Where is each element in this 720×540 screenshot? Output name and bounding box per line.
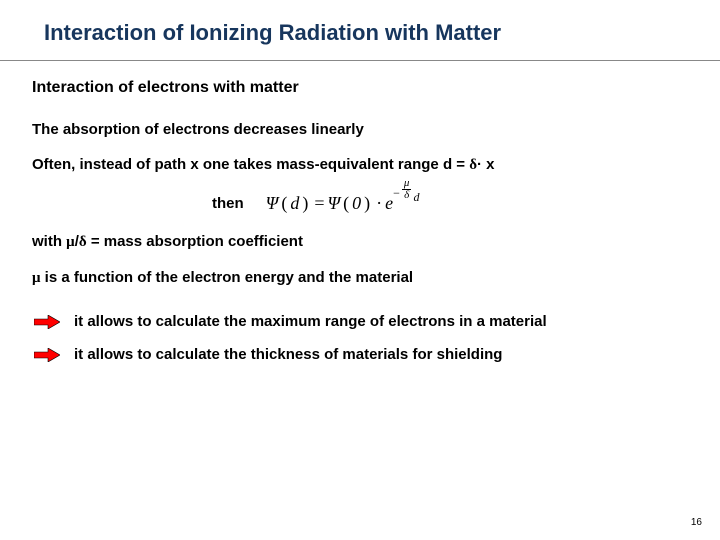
formula-psi-0: Ψ xyxy=(327,193,340,214)
formula-arg-0: 0 xyxy=(352,193,361,214)
bullet-1-text: it allows to calculate the maximum range… xyxy=(74,313,547,330)
equation-row: then Ψ(d) = Ψ(0) · e−μδd xyxy=(32,192,720,215)
line3-suffix: = mass absorption coefficient xyxy=(87,233,303,250)
line3-mu: μ xyxy=(66,234,75,250)
subheading: Interaction of electrons with matter xyxy=(32,79,720,97)
line2-suffix: · x xyxy=(477,156,495,173)
text-line-1: The absorption of electrons decreases li… xyxy=(32,121,720,138)
formula-delta: δ xyxy=(402,190,411,201)
slide-content: Interaction of electrons with matter The… xyxy=(0,61,720,363)
text-line-2: Often, instead of path x one takes mass-… xyxy=(32,156,720,174)
formula-e: e xyxy=(385,193,393,214)
bullet-2-text: it allows to calculate the thickness of … xyxy=(74,346,502,363)
slide-title: Interaction of Ionizing Radiation with M… xyxy=(0,0,720,46)
text-line-4: μ is a function of the electron energy a… xyxy=(32,269,720,287)
formula-mu: μ xyxy=(402,178,412,189)
line3-prefix: with xyxy=(32,233,66,250)
arrow-icon xyxy=(34,348,60,362)
formula-trail-d: d xyxy=(413,190,419,205)
page-number: 16 xyxy=(691,517,702,528)
then-label: then xyxy=(212,195,244,212)
line3-delta: δ xyxy=(79,234,87,250)
line4-suffix: is a function of the electron energy and… xyxy=(41,269,414,286)
formula-psi-d: Ψ xyxy=(266,193,279,214)
bullet-row-2: it allows to calculate the thickness of … xyxy=(32,346,720,363)
arrow-icon xyxy=(34,315,60,329)
formula-exponent: −μδ xyxy=(393,186,412,209)
line2-prefix: Often, instead of path x one takes mass-… xyxy=(32,156,469,173)
line4-mu: μ xyxy=(32,270,41,286)
bullet-row-1: it allows to calculate the maximum range… xyxy=(32,313,720,330)
line2-delta: δ xyxy=(469,157,477,173)
text-line-3: with μ/δ = mass absorption coefficient xyxy=(32,233,720,251)
formula: Ψ(d) = Ψ(0) · e−μδd xyxy=(266,192,420,215)
formula-arg-d: d xyxy=(290,193,299,214)
